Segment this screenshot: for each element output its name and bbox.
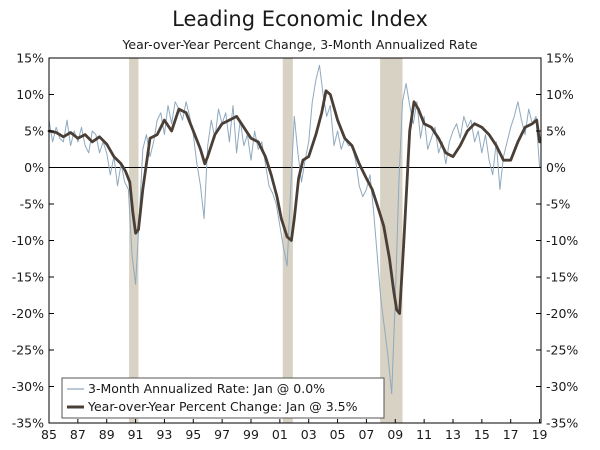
- y-axis-left: 15% 10% 5% 0% -5% -10% -15% -20% -25% -30% -35%: [12, 51, 54, 431]
- y-tick-label-right: 0%: [546, 160, 566, 175]
- y-tick-label-right: 15%: [546, 51, 574, 66]
- x-tick-label: 09: [387, 427, 403, 442]
- x-tick-label: 85: [41, 427, 57, 442]
- x-tick-label: 17: [503, 427, 519, 442]
- x-tick-label: 11: [416, 427, 432, 442]
- legend-label-yoy-change: Year-over-Year Percent Change: Jan @ 3.5…: [87, 399, 358, 414]
- y-tick-label-right: 5%: [546, 124, 566, 139]
- x-tick-label: 97: [214, 427, 230, 442]
- x-tick-label: 93: [156, 427, 172, 442]
- y-tick-label-right: -10%: [546, 233, 578, 248]
- y-tick-label-left: 15%: [16, 51, 44, 66]
- recession-band-1: [282, 58, 293, 423]
- y-axis-right: 15% 10% 5% 0% -5% -10% -15% -20% -25% -30% -35%: [536, 51, 578, 431]
- x-tick-label: 99: [243, 427, 259, 442]
- x-tick-label: 95: [185, 427, 201, 442]
- y-tick-label-left: -5%: [20, 197, 44, 212]
- legend-label-3-month-rate: 3-Month Annualized Rate: Jan @ 0.0%: [88, 381, 325, 396]
- x-tick-label: 05: [330, 427, 346, 442]
- recession-band-2: [380, 58, 403, 423]
- y-tick-label-left: 10%: [16, 87, 44, 102]
- series-line-0: [48, 64, 541, 395]
- y-tick-label-right: -20%: [546, 306, 578, 321]
- x-tick-label: 19: [532, 427, 548, 442]
- y-tick-label-right: -25%: [546, 343, 578, 358]
- y-tick-label-right: -5%: [546, 197, 570, 212]
- y-tick-label-left: -35%: [12, 416, 44, 431]
- legend-box: [61, 377, 385, 419]
- chart-title: Leading Economic Index: [172, 7, 428, 31]
- series-lines: [47, 64, 541, 395]
- x-tick-label: 91: [128, 427, 144, 442]
- y-tick-label-left: -10%: [12, 233, 44, 248]
- y-tick-label-left: -20%: [12, 306, 44, 321]
- x-tick-label: 15: [474, 427, 490, 442]
- legend: 3-Month Annualized Rate: Jan @ 0.0% Year…: [61, 377, 385, 419]
- y-tick-label-left: -15%: [12, 270, 44, 285]
- x-tick-label: 13: [445, 427, 461, 442]
- y-tick-label-left: -30%: [12, 379, 44, 394]
- x-tick-label: 01: [272, 427, 288, 442]
- series-line-1: [47, 89, 541, 315]
- y-tick-label-right: -35%: [546, 416, 578, 431]
- x-tick-label: 89: [99, 427, 115, 442]
- x-tick-label: 07: [358, 427, 374, 442]
- chart-subtitle: Year-over-Year Percent Change, 3-Month A…: [121, 37, 477, 52]
- y-tick-label-left: 0%: [24, 160, 44, 175]
- x-tick-label: 87: [70, 427, 86, 442]
- x-axis: 85 87 89 91 93 95 97 99 01 03 05 07 09 11 13 15 17 19: [41, 419, 548, 442]
- y-tick-label-right: -30%: [546, 379, 578, 394]
- x-tick-label: 03: [301, 427, 317, 442]
- recession-bands: [129, 58, 403, 423]
- y-tick-label-right: 10%: [546, 87, 574, 102]
- y-tick-label-right: -15%: [546, 270, 578, 285]
- plot-area-frame: [48, 57, 542, 424]
- y-tick-label-left: -25%: [12, 343, 44, 358]
- y-tick-label-left: 5%: [24, 124, 44, 139]
- recession-band-0: [129, 58, 139, 423]
